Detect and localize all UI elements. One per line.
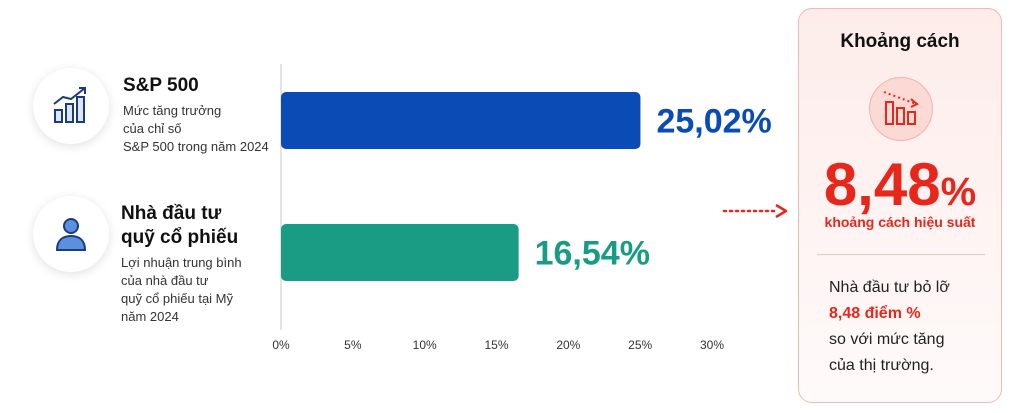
declining-bars-icon <box>883 91 919 125</box>
investor-desc-line: năm 2024 <box>121 309 179 324</box>
bar-chart-growth-icon <box>53 87 86 123</box>
gap-value: 8,48% <box>799 153 1001 224</box>
sp500-description: Mức tăng trưởng của chỉ số S&P 500 trong… <box>123 102 283 156</box>
value-label-sp500: 25,02% <box>656 103 771 141</box>
x-tick-label: 20% <box>556 338 580 352</box>
value-label-investor: 16,54% <box>535 235 650 273</box>
gap-note: Nhà đầu tư bỏ lỡ 8,48 điểm % so với mức … <box>829 275 989 379</box>
sp500-icon-badge <box>33 68 109 144</box>
x-axis-ticks: 0% 5% 10% 15% 20% 25% 30% <box>272 338 724 352</box>
gap-note-highlight: 8,48 điểm % <box>829 305 921 322</box>
bar-sp500 <box>281 92 641 149</box>
gap-card: Khoảng cách 8,48% khoảng cách hiệu suất … <box>798 8 1002 403</box>
x-tick-label: 0% <box>272 338 290 352</box>
sp500-desc-line: Mức tăng trưởng <box>123 103 222 118</box>
gap-value-number: 8,48 <box>823 151 941 218</box>
gap-subtitle: khoảng cách hiệu suất <box>824 214 976 230</box>
sp500-desc-line: S&P 500 trong năm 2024 <box>123 139 269 154</box>
x-tick-label: 10% <box>413 338 437 352</box>
sp500-desc-line: của chỉ số <box>123 121 182 136</box>
investor-title-line: Nhà đầu tư <box>121 203 222 224</box>
investor-title: Nhà đầu tư quỹ cổ phiếu <box>121 202 281 250</box>
investor-desc-line: của nhà đầu tư <box>121 273 209 288</box>
gap-icon-badge <box>869 77 933 141</box>
dotted-arrow-right-icon <box>722 203 788 219</box>
x-tick-label: 30% <box>700 338 724 352</box>
gap-note-line: so với mức tăng <box>829 331 945 348</box>
investor-description: Lợi nhuận trung bình của nhà đầu tư quỹ … <box>121 254 281 326</box>
gap-note-line: Nhà đầu tư bỏ lỡ <box>829 279 950 296</box>
x-tick-label: 5% <box>344 338 362 352</box>
x-tick-label: 15% <box>484 338 508 352</box>
investor-desc-line: Lợi nhuận trung bình <box>121 255 242 270</box>
investor-icon-badge <box>33 196 109 272</box>
bar-investor <box>281 224 519 281</box>
sp500-title: S&P 500 <box>123 75 199 96</box>
investor-title-line: quỹ cổ phiếu <box>121 227 239 248</box>
gap-title: Khoảng cách <box>840 31 960 52</box>
gap-divider <box>817 254 985 255</box>
investor-desc-line: quỹ cổ phiếu tại Mỹ <box>121 291 234 306</box>
gap-value-unit: % <box>940 170 977 214</box>
person-icon <box>55 218 87 251</box>
bar-chart: 25,02% 16,54% 0% 5% 10% 15% 20% 25% 30% <box>272 64 772 352</box>
x-tick-label: 25% <box>628 338 652 352</box>
gap-note-line: của thị trường. <box>829 357 934 374</box>
